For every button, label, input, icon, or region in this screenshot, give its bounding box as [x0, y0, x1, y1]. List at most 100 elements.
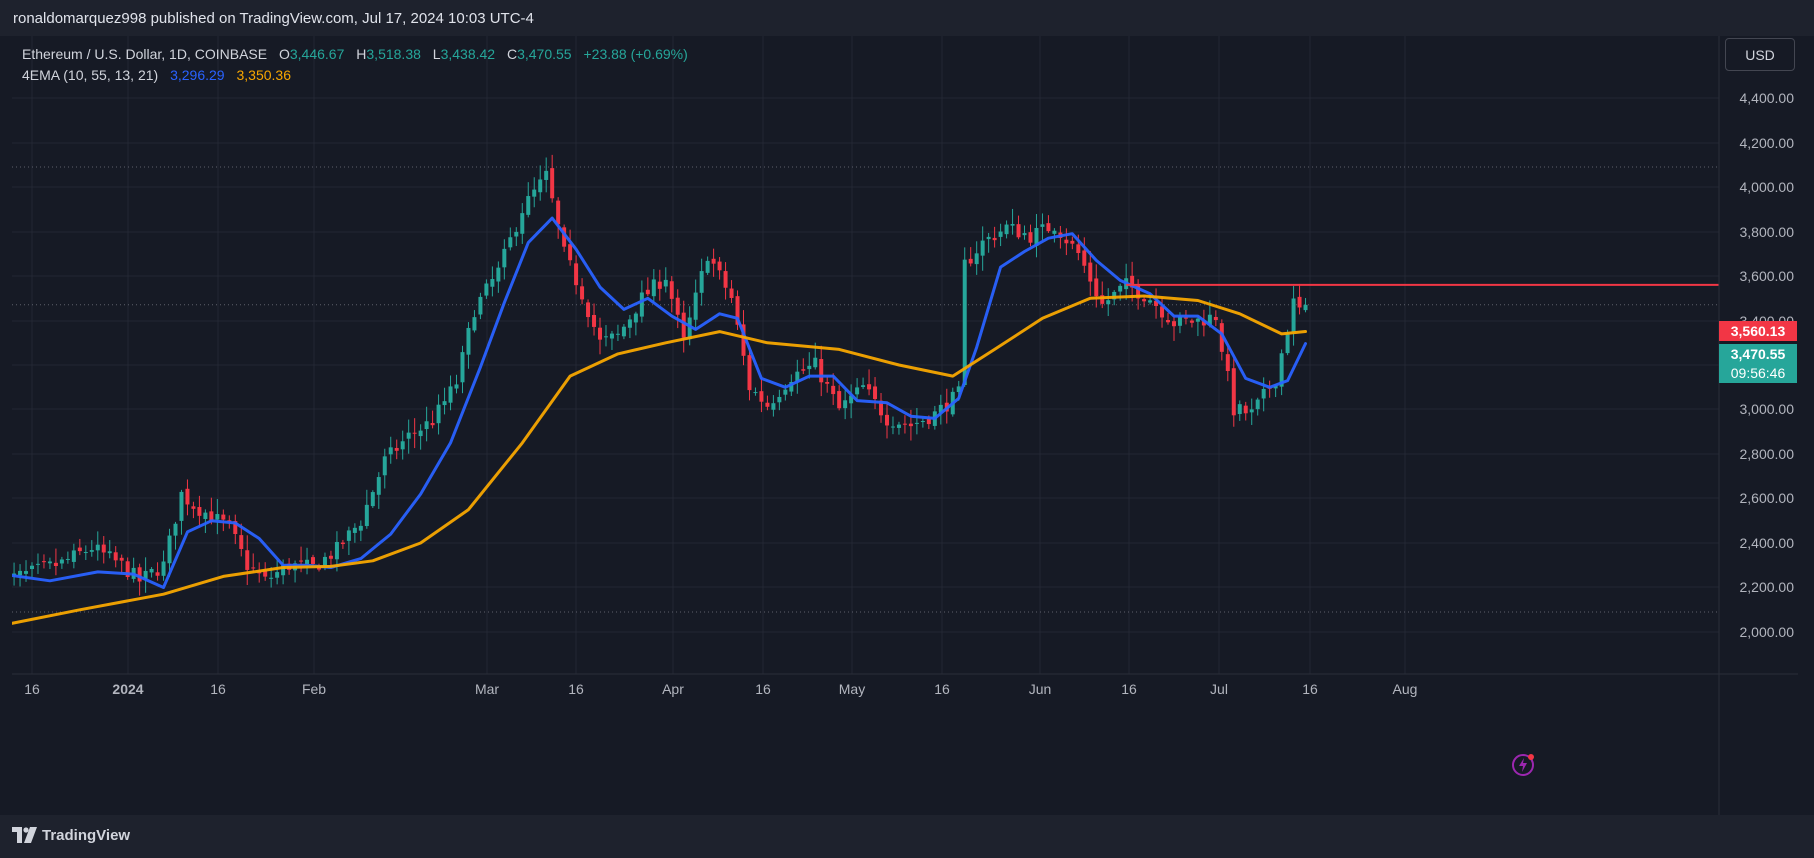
candle	[998, 223, 1003, 247]
candle-body	[1273, 385, 1278, 389]
candle	[418, 424, 423, 450]
candle	[568, 229, 573, 266]
candle-body	[18, 570, 23, 576]
candle-body	[41, 561, 46, 563]
candle-body	[143, 570, 148, 579]
candle-body	[119, 557, 124, 561]
candle	[992, 226, 997, 248]
candle-body	[1297, 296, 1302, 308]
candle-body	[1177, 316, 1182, 326]
high-value: 3,518.38	[366, 46, 421, 62]
candle-body	[352, 527, 357, 533]
candle-body	[603, 336, 608, 338]
candle-body	[275, 572, 280, 578]
candle-body	[639, 292, 644, 317]
candle-body	[155, 572, 160, 576]
candle	[412, 418, 417, 449]
candle-body	[1261, 388, 1266, 399]
candle-body	[472, 317, 477, 331]
candle-body	[896, 424, 901, 428]
candles	[12, 154, 1308, 596]
candle-body	[1112, 291, 1117, 300]
candle-body	[484, 283, 489, 296]
candle-body	[580, 286, 585, 300]
candle-body	[430, 423, 435, 426]
candle	[1213, 310, 1218, 327]
candle	[376, 472, 381, 509]
candle	[879, 392, 884, 423]
candle-body	[849, 395, 854, 404]
price-tick-label: 2,000.00	[1740, 624, 1795, 640]
time-tick-label: 2024	[112, 681, 143, 697]
candle-body	[59, 559, 64, 564]
candle-body	[1046, 223, 1051, 232]
candle-body	[77, 547, 82, 552]
time-tick-label: 16	[934, 681, 950, 697]
ema-slow-line	[12, 294, 1307, 625]
candle	[364, 489, 369, 529]
candle-body	[520, 213, 525, 234]
candle	[1040, 213, 1045, 240]
candle	[747, 345, 752, 401]
candle-body	[167, 535, 172, 564]
candle-body	[30, 565, 34, 570]
candle	[598, 317, 603, 355]
candle	[179, 489, 184, 535]
candle-body	[711, 258, 716, 264]
candle	[173, 521, 178, 550]
candle-body	[442, 401, 447, 406]
candle-body	[245, 550, 250, 570]
candle-body	[1189, 320, 1194, 323]
low-value: 3,438.42	[440, 46, 496, 62]
candle-body	[956, 386, 961, 393]
candle-body	[759, 391, 764, 402]
candle	[59, 556, 64, 569]
time-tick-label: Apr	[662, 681, 684, 697]
candle-body	[1201, 321, 1206, 326]
candle	[1279, 349, 1284, 396]
candle-body	[125, 561, 130, 578]
tradingview-brand[interactable]: TradingView	[42, 827, 131, 844]
ohlc-legend-row: Ethereum / U.S. Dollar, 1D, COINBASE O3,…	[22, 44, 688, 65]
price-tick-label: 4,000.00	[1740, 179, 1795, 195]
candle-body	[1070, 240, 1075, 244]
candle	[161, 550, 166, 581]
hline-price-label: 3,560.13	[1719, 321, 1797, 341]
flash-icon[interactable]	[1511, 751, 1537, 777]
candle-body	[687, 317, 692, 340]
price-chart[interactable]: 4,400.00 4,200.00 4,000.00 3,800.00 3,600.00…	[12, 36, 1798, 815]
candle	[275, 560, 280, 585]
candle-body	[173, 523, 178, 536]
candle-body	[544, 170, 549, 180]
candle-body	[71, 550, 76, 562]
candle-body	[281, 565, 286, 576]
candle	[526, 182, 531, 218]
time-tick-label: Mar	[475, 681, 499, 697]
candle-body	[454, 384, 459, 389]
change-value: +23.88 (+0.69%)	[583, 46, 688, 62]
candle	[663, 267, 668, 293]
candle	[532, 177, 537, 208]
candle-body	[813, 357, 818, 368]
candle-body	[322, 556, 327, 567]
tradingview-logo-icon[interactable]	[12, 827, 38, 843]
candle-body	[346, 530, 351, 541]
candle	[771, 395, 776, 417]
candle-body	[1219, 323, 1224, 352]
candle	[508, 227, 513, 251]
ema-fast-line	[12, 216, 1307, 589]
candle	[1154, 288, 1159, 319]
candle	[1022, 225, 1027, 240]
bottom-bar	[0, 815, 1814, 858]
candle-body	[717, 261, 722, 271]
candle-body	[1303, 304, 1308, 311]
currency-button[interactable]: USD	[1725, 38, 1795, 71]
candle	[460, 345, 465, 394]
candle	[1219, 319, 1224, 361]
candle-body	[65, 558, 70, 560]
candle-body	[1016, 224, 1021, 238]
candle	[717, 257, 722, 280]
candle-body	[35, 563, 40, 565]
candle-body	[777, 396, 782, 403]
candle	[30, 562, 34, 578]
